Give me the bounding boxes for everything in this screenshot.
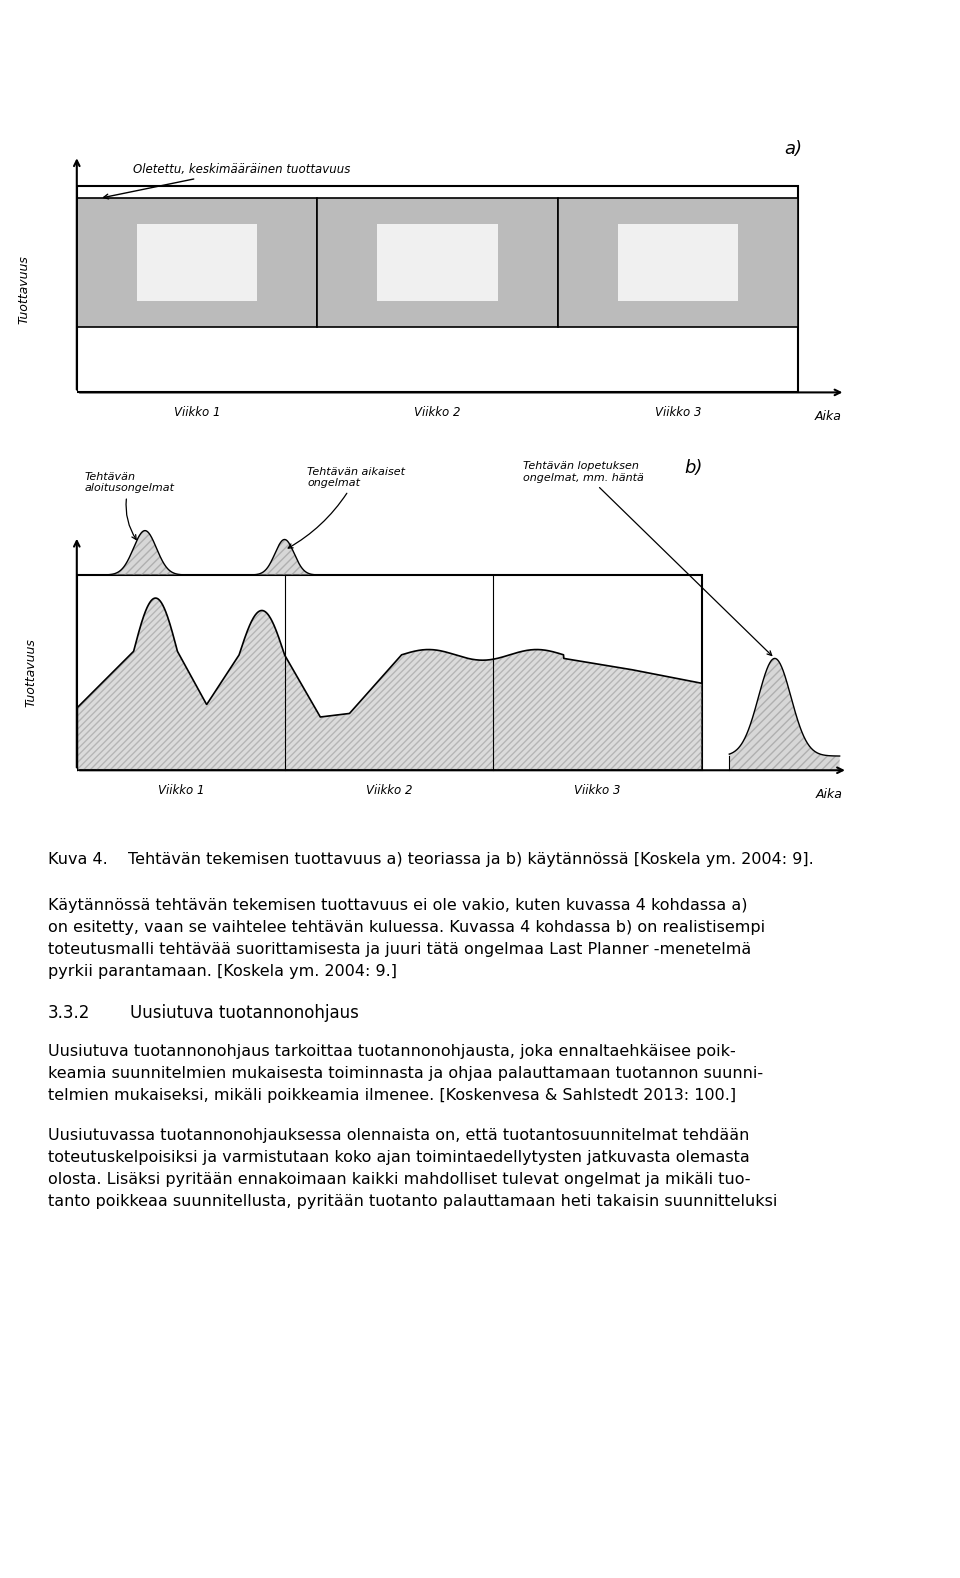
Bar [318, 199, 558, 327]
Text: 3.3.2: 3.3.2 [48, 1004, 90, 1021]
Text: Aika: Aika [816, 787, 843, 802]
Text: Uusiutuva tuotannonohjaus: Uusiutuva tuotannonohjaus [130, 1004, 359, 1021]
Text: Viikko 3: Viikko 3 [574, 784, 621, 797]
Text: Viikko 3: Viikko 3 [655, 406, 702, 420]
Text: on esitetty, vaan se vaihtelee tehtävän kuluessa. Kuvassa 4 kohdassa b) on reali: on esitetty, vaan se vaihtelee tehtävän … [48, 920, 765, 934]
Text: telmien mukaiseksi, mikäli poikkeamia ilmenee. [Koskenvesa & Sahlstedt 2013: 100: telmien mukaiseksi, mikäli poikkeamia il… [48, 1087, 736, 1103]
Text: Tehtävän lopetuksen
ongelmat, mm. häntä: Tehtävän lopetuksen ongelmat, mm. häntä [523, 461, 772, 655]
Bar [377, 224, 497, 301]
Text: Tuottavuus: Tuottavuus [18, 256, 31, 323]
Text: toteutuskelpoisiksi ja varmistutaan koko ajan toimintaedellytysten jatkuvasta ol: toteutuskelpoisiksi ja varmistutaan koko… [48, 1150, 750, 1165]
Text: Tehtävän tekemisen tuottavuus a) teoriassa ja b) käytännössä [Koskela ym. 2004: : Tehtävän tekemisen tuottavuus a) teorias… [128, 852, 814, 866]
Text: Uusiutuva tuotannonohjaus tarkoittaa tuotannonohjausta, joka ennaltaehkäisee poi: Uusiutuva tuotannonohjaus tarkoittaa tuo… [48, 1043, 735, 1059]
Bar [618, 224, 738, 301]
Text: a): a) [783, 139, 802, 158]
Text: olosta. Lisäksi pyritään ennakoimaan kaikki mahdolliset tulevat ongelmat ja mikä: olosta. Lisäksi pyritään ennakoimaan kai… [48, 1172, 751, 1187]
Text: Oletettu, keskimääräinen tuottavuus: Oletettu, keskimääräinen tuottavuus [104, 163, 350, 199]
Text: Kuva 4.: Kuva 4. [48, 852, 108, 866]
Bar [77, 574, 702, 770]
Text: toteutusmalli tehtävää suorittamisesta ja juuri tätä ongelmaa Last Planner -mene: toteutusmalli tehtävää suorittamisesta j… [48, 942, 752, 956]
Text: tanto poikkeaa suunnitellusta, pyritään tuotanto palauttamaan heti takaisin suun: tanto poikkeaa suunnitellusta, pyritään … [48, 1195, 778, 1209]
Text: Tehtävän aikaiset
ongelmat: Tehtävän aikaiset ongelmat [288, 467, 405, 548]
Text: Viikko 2: Viikko 2 [415, 406, 461, 420]
Text: keamia suunnitelmien mukaisesta toiminnasta ja ohjaa palauttamaan tuotannon suun: keamia suunnitelmien mukaisesta toiminna… [48, 1065, 763, 1081]
Text: Tuottavuus: Tuottavuus [25, 638, 37, 707]
Text: Viikko 1: Viikko 1 [157, 784, 204, 797]
Text: Käytännössä tehtävän tekemisen tuottavuus ei ole vakio, kuten kuvassa 4 kohdassa: Käytännössä tehtävän tekemisen tuottavuu… [48, 898, 748, 912]
Text: b): b) [684, 459, 703, 478]
Text: Uusiutuvassa tuotannonohjauksessa olennaista on, että tuotantosuunnitelmat tehdä: Uusiutuvassa tuotannonohjauksessa olenna… [48, 1128, 750, 1142]
Bar [558, 199, 799, 327]
Text: pyrkii parantamaan. [Koskela ym. 2004: 9.]: pyrkii parantamaan. [Koskela ym. 2004: 9… [48, 964, 397, 978]
Bar [137, 224, 257, 301]
Text: Aika: Aika [815, 410, 842, 423]
Bar [77, 186, 799, 393]
Text: Viikko 2: Viikko 2 [366, 784, 413, 797]
Bar [77, 199, 318, 327]
Text: Viikko 1: Viikko 1 [174, 406, 220, 420]
Text: Tehtävän
aloitusongelmat: Tehtävän aloitusongelmat [84, 472, 175, 540]
